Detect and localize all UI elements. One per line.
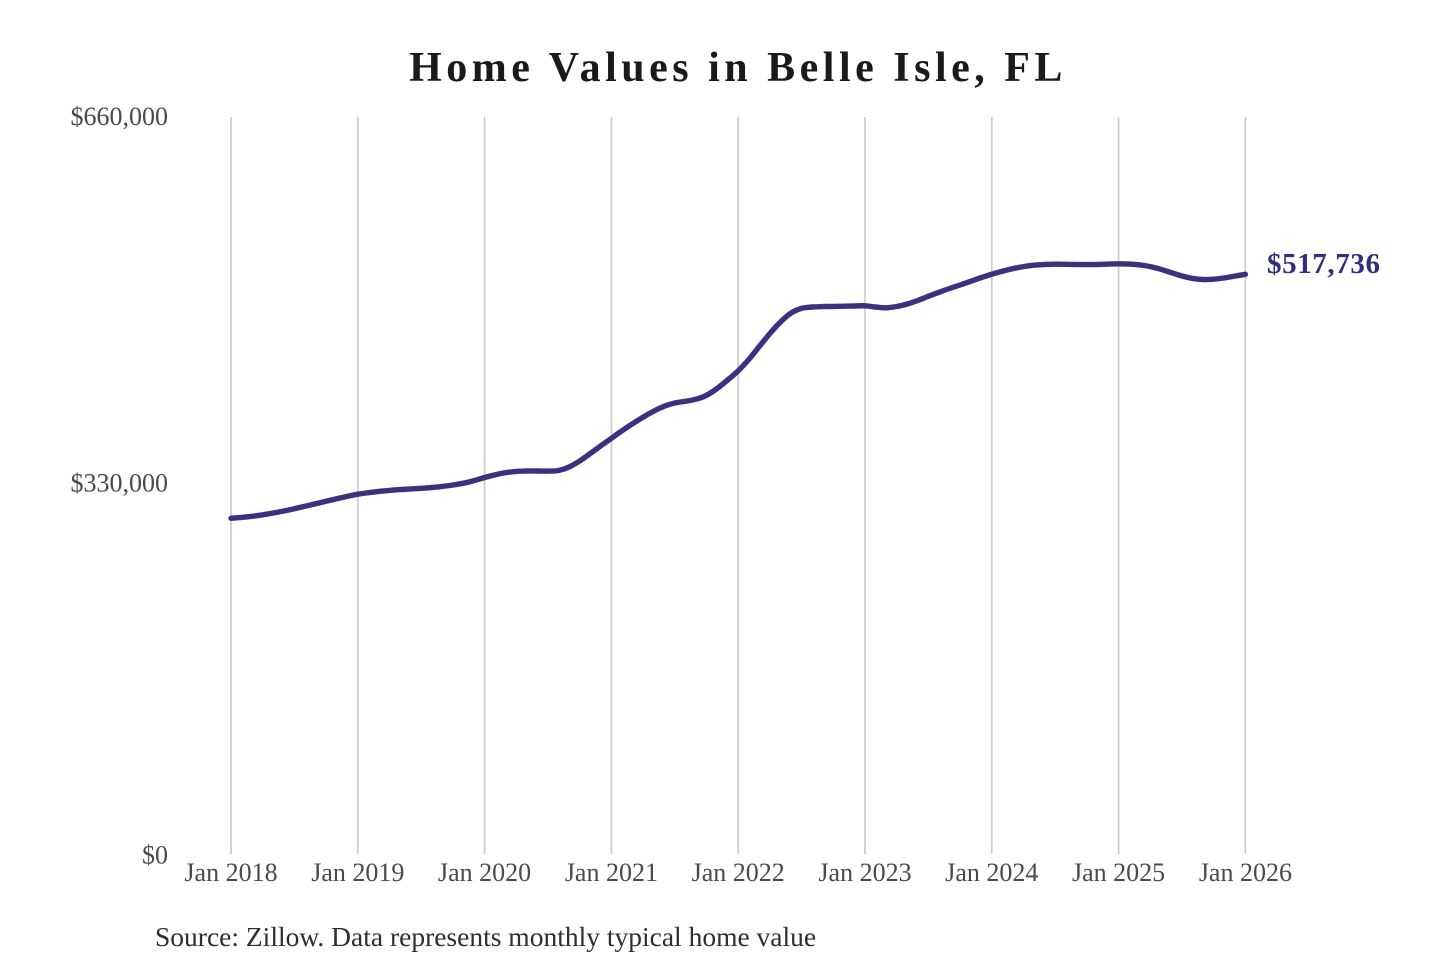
svg-text:Jan 2019: Jan 2019 <box>311 858 404 887</box>
svg-text:Jan 2022: Jan 2022 <box>692 858 785 887</box>
svg-text:Jan 2020: Jan 2020 <box>438 858 531 887</box>
svg-text:Jan 2024: Jan 2024 <box>945 858 1038 887</box>
svg-text:Home Values in Belle Isle, FL: Home Values in Belle Isle, FL <box>409 45 1067 91</box>
svg-text:$330,000: $330,000 <box>71 469 169 498</box>
svg-text:$517,736: $517,736 <box>1267 248 1381 280</box>
svg-text:$0: $0 <box>142 841 168 870</box>
svg-text:Source: Zillow. Data represent: Source: Zillow. Data represents monthly … <box>155 921 816 952</box>
svg-text:Jan 2023: Jan 2023 <box>818 858 911 887</box>
svg-text:$660,000: $660,000 <box>71 102 169 131</box>
svg-text:Jan 2018: Jan 2018 <box>184 858 277 887</box>
svg-text:Jan 2025: Jan 2025 <box>1072 858 1165 887</box>
svg-text:Jan 2026: Jan 2026 <box>1199 858 1292 887</box>
svg-text:Jan 2021: Jan 2021 <box>565 858 658 887</box>
